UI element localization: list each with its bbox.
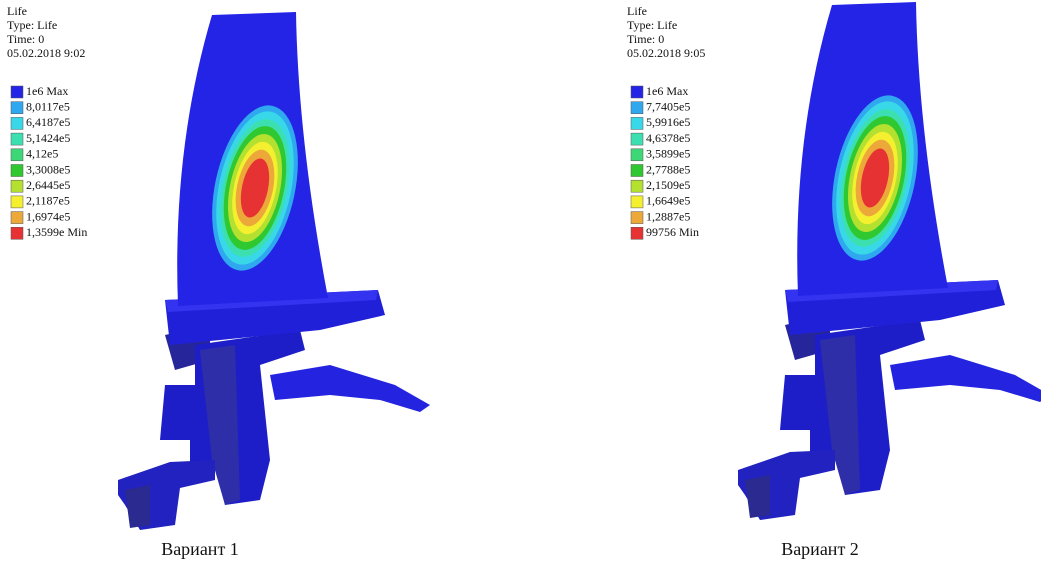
legend-label: 1e6 Max xyxy=(26,84,68,98)
model-view xyxy=(118,12,430,530)
legend-swatch xyxy=(631,86,643,98)
legend-swatch xyxy=(631,196,643,208)
legend-label: 1e6 Max xyxy=(646,84,688,98)
model-view xyxy=(738,2,1041,520)
legend-swatch xyxy=(11,196,23,208)
legend-label: 1,6649e5 xyxy=(646,194,690,208)
legend-label: 2,7788e5 xyxy=(646,162,690,176)
legend-label: 2,1187e5 xyxy=(26,194,70,208)
legend-swatch xyxy=(11,102,23,114)
legend-swatch xyxy=(11,180,23,192)
legend-swatch xyxy=(11,86,23,98)
legend-swatch xyxy=(631,212,643,224)
legend-label: 6,4187e5 xyxy=(26,115,70,129)
legend-swatch xyxy=(631,227,643,239)
legend-label: 5,9916e5 xyxy=(646,115,690,129)
legend-swatch xyxy=(631,165,643,177)
legend-label: 4,12e5 xyxy=(26,147,58,161)
legend-swatch xyxy=(11,133,23,145)
legend-label: 99756 Min xyxy=(646,225,699,239)
legend-swatch xyxy=(631,117,643,129)
legend-label: 3,5899e5 xyxy=(646,147,690,161)
legend-header: 05.02.2018 9:02 xyxy=(7,46,85,60)
figure: LifeType: LifeTime: 005.02.2018 9:021e6 … xyxy=(0,0,1041,564)
legend-swatch xyxy=(631,102,643,114)
legend-label: 5,1424e5 xyxy=(26,131,70,145)
legend-label: 1,2887e5 xyxy=(646,209,690,223)
legend-swatch xyxy=(11,149,23,161)
legend-header: Life xyxy=(7,4,27,18)
legend-label: 7,7405e5 xyxy=(646,99,690,113)
legend-header: Time: 0 xyxy=(627,32,664,46)
legend-swatch xyxy=(11,165,23,177)
legend-label: 2,6445e5 xyxy=(26,178,70,192)
legend-swatch xyxy=(11,117,23,129)
legend-header: Type: Life xyxy=(7,18,57,32)
legend-swatch xyxy=(631,133,643,145)
legend-swatch xyxy=(631,180,643,192)
legend-header: Type: Life xyxy=(627,18,677,32)
legend-label: 3,3008e5 xyxy=(26,162,70,176)
legend-swatch xyxy=(631,149,643,161)
legend-label: 1,6974e5 xyxy=(26,209,70,223)
legend-header: Life xyxy=(627,4,647,18)
legend-label: 4,6378e5 xyxy=(646,131,690,145)
legend-label: 1,3599e Min xyxy=(26,225,87,239)
legend-label: 8,0117e5 xyxy=(26,99,70,113)
legend-header: Time: 0 xyxy=(7,32,44,46)
page: LifeType: LifeTime: 005.02.2018 9:021e6 … xyxy=(0,0,1041,564)
caption: Вариант 2 xyxy=(781,539,859,559)
caption: Вариант 1 xyxy=(161,539,239,559)
legend-header: 05.02.2018 9:05 xyxy=(627,46,705,60)
legend-swatch xyxy=(11,212,23,224)
legend-swatch xyxy=(11,227,23,239)
legend-label: 2,1509e5 xyxy=(646,178,690,192)
